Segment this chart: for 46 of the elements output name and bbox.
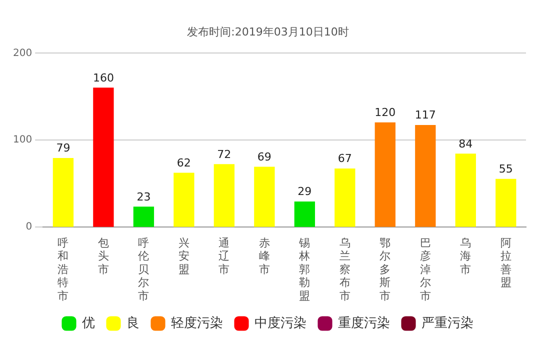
- bar: [133, 206, 154, 227]
- legend-label: 轻度污染: [171, 314, 223, 331]
- data-label: 62: [176, 156, 191, 170]
- legend-label: 中度污染: [254, 314, 306, 331]
- data-label: 120: [374, 106, 396, 120]
- legend-label: 重度污染: [338, 314, 390, 331]
- legend-label: 严重污染: [422, 316, 474, 331]
- x-tick-label: 通辽市: [218, 236, 230, 276]
- bar: [254, 166, 275, 227]
- data-label: 67: [338, 152, 352, 166]
- data-label: 84: [458, 137, 473, 150]
- data-label: 79: [56, 142, 70, 155]
- y-tick-label: 100: [12, 134, 32, 146]
- x-tick-label: 呼伦贝尔市: [138, 236, 150, 302]
- bar: [174, 172, 194, 227]
- x-tick-label: 锡林郭勒盟: [298, 236, 310, 302]
- bar: [93, 88, 114, 227]
- x-tick-label: 阿拉善盟: [500, 236, 512, 290]
- x-tick-label: 兴安盟: [178, 236, 190, 276]
- bar: [455, 154, 476, 227]
- data-label: 55: [498, 162, 513, 176]
- x-tick-label: 乌海市: [460, 236, 472, 276]
- data-label: 117: [414, 108, 436, 122]
- x-tick-label: 包头市: [98, 236, 109, 276]
- data-label: 69: [257, 150, 272, 164]
- bar: [374, 122, 396, 227]
- bar: [415, 124, 436, 227]
- bar: [214, 164, 235, 227]
- bar: [496, 178, 516, 227]
- x-tick-label: 赤峰市: [258, 236, 270, 276]
- y-tick-label: 200: [12, 48, 32, 59]
- data-label: 23: [136, 190, 151, 204]
- y-tick-label: 0: [26, 222, 32, 233]
- x-tick-label: 巴彦淖尔市: [420, 236, 431, 302]
- bar: [52, 158, 74, 227]
- x-tick-label: 鄂尔多斯市: [380, 236, 391, 302]
- x-tick-label: 呼和浩特市: [58, 236, 69, 302]
- legend-label: 优: [82, 316, 95, 331]
- chart-title: 发布时间:2019年03月10日10时: [187, 25, 349, 38]
- x-tick-label: 乌兰察布市: [339, 236, 350, 302]
- legend-label: 良: [126, 316, 140, 331]
- bar: [294, 201, 315, 227]
- bar: [334, 168, 356, 227]
- data-label: 160: [92, 71, 114, 84]
- data-label: 29: [298, 185, 312, 198]
- data-label: 72: [217, 148, 232, 161]
